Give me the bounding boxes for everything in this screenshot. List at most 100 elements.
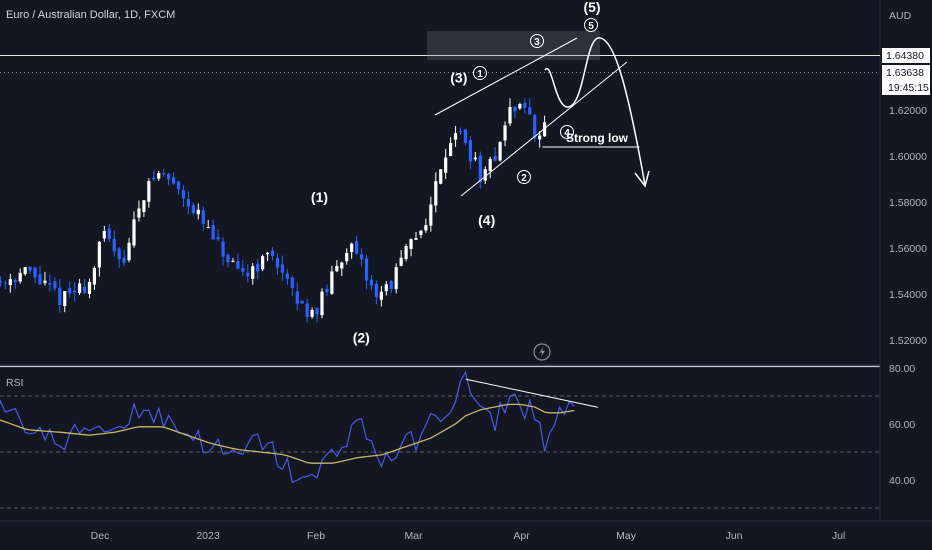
candle-body — [295, 291, 299, 304]
candle-body — [43, 280, 47, 284]
candle-body — [201, 210, 205, 224]
time-tick-label: Feb — [307, 530, 325, 542]
minor-wave-circle — [584, 18, 598, 32]
candle-body — [473, 157, 477, 160]
candle-body — [320, 291, 324, 316]
candle-body — [68, 287, 72, 294]
candle-body — [73, 290, 77, 293]
candle-body — [167, 173, 171, 180]
candle-body — [92, 267, 97, 285]
candle-body — [340, 262, 344, 269]
candle-body — [290, 277, 294, 289]
chart-title: Euro / Australian Dollar, 1D, FXCM — [6, 9, 176, 21]
current-price-tag: 1.63638 19:45:15 — [882, 65, 930, 95]
minor-wave-label: 2 — [521, 173, 527, 184]
time-tick-label: Mar — [405, 530, 424, 542]
candle-body — [429, 204, 433, 226]
candle-body — [236, 261, 240, 269]
strong-low-label: Strong low — [566, 131, 629, 145]
candle-body — [246, 272, 250, 277]
candle-body — [186, 199, 191, 207]
candle-body — [176, 181, 181, 190]
candle-body — [206, 227, 210, 229]
candle-body — [498, 142, 502, 161]
candle-body — [364, 258, 369, 281]
candle-body — [102, 231, 106, 239]
candle-body — [449, 143, 453, 157]
candle-body — [221, 241, 225, 257]
time-axis: Dec 2023 Feb Mar Apr May Jun Jul — [91, 530, 846, 542]
candle-body — [112, 238, 116, 252]
rsi-tick-label: 80.00 — [889, 363, 915, 375]
candle-body — [132, 219, 136, 246]
candle-body — [458, 131, 463, 133]
candle-body — [384, 284, 388, 292]
candle-body — [196, 209, 200, 215]
time-tick-label: Jun — [726, 530, 743, 542]
candle-body — [18, 272, 22, 282]
candle-body — [409, 239, 413, 249]
candle-body — [533, 115, 537, 139]
candle-body — [107, 228, 111, 240]
candle-body — [38, 274, 42, 285]
candle-body — [3, 282, 7, 284]
candle-body — [543, 122, 547, 137]
candle-body — [513, 106, 517, 112]
rsi-divergence-line — [465, 378, 598, 408]
candle-body — [58, 287, 62, 306]
channel-upper-line — [434, 37, 578, 116]
candle-body — [127, 242, 131, 261]
candle-body — [33, 267, 37, 278]
candle-body — [463, 129, 468, 143]
price-tick-label: 1.58000 — [889, 197, 927, 209]
candle-body — [355, 241, 359, 254]
candle-body — [285, 273, 289, 279]
candle-body — [216, 237, 220, 240]
candle-body — [53, 281, 57, 289]
candle-body — [478, 155, 482, 183]
price-tick-label: 1.60000 — [889, 151, 927, 163]
candle-body — [181, 190, 186, 199]
candle-body — [414, 238, 418, 240]
level-price-text: 1.64380 — [886, 50, 924, 62]
candle-body — [424, 225, 428, 231]
candle-body — [211, 225, 215, 240]
candle-body — [528, 107, 532, 115]
price-tick-label: 1.62000 — [889, 105, 927, 117]
candle-body — [369, 279, 374, 286]
projection-arrowhead — [634, 170, 650, 188]
candle-body — [23, 267, 27, 275]
minor-wave-circle — [473, 66, 487, 80]
candle-body — [157, 173, 161, 179]
candle-body — [82, 286, 87, 293]
candle-body — [439, 169, 443, 184]
price-tick-label: 1.52000 — [889, 335, 927, 347]
candle-body — [399, 257, 403, 266]
candle-body — [162, 173, 166, 175]
wave-label: (1) — [311, 189, 328, 205]
wave-label: (2) — [353, 330, 370, 346]
drawings-layer: Strong low (1) (2) (3) (4) (5) 1 2 3 4 5 — [0, 0, 880, 346]
lightning-icon[interactable] — [533, 343, 551, 361]
candle-body — [280, 264, 285, 273]
candle-body — [270, 250, 275, 256]
price-axis: 1.62000 1.60000 1.58000 1.56000 1.54000 1.520… — [889, 105, 927, 347]
rsi-pane: 80.00 60.00 40.00 — [0, 363, 915, 509]
candle-body — [305, 303, 309, 317]
candle-body — [97, 241, 101, 268]
minor-wave-label: 4 — [564, 128, 570, 139]
minor-wave-label: 1 — [477, 69, 483, 80]
candle-body — [122, 257, 126, 263]
candle-body — [77, 283, 82, 293]
wave-label: (4) — [478, 212, 495, 228]
candle-body — [48, 282, 52, 285]
time-tick-label: Jul — [832, 530, 845, 542]
rsi-tick-label: 60.00 — [889, 419, 915, 431]
candle-body — [379, 291, 383, 300]
candle-body — [171, 177, 176, 184]
candle-body — [404, 246, 408, 259]
minor-wave-label: 5 — [588, 21, 594, 32]
candle-body — [251, 266, 255, 279]
candle-body — [310, 309, 314, 317]
price-tick-label: 1.54000 — [889, 289, 927, 301]
